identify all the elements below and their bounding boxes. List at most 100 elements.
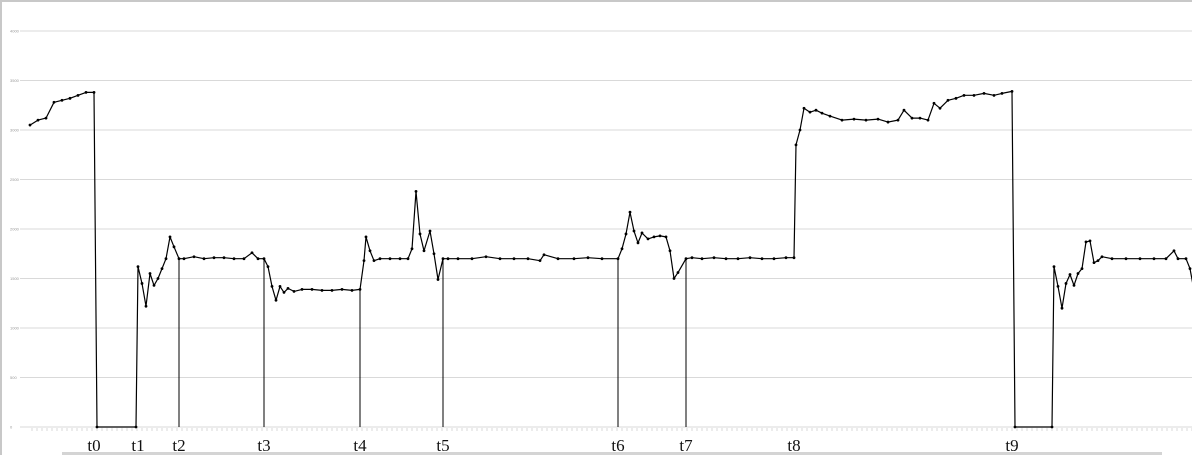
data-point bbox=[628, 210, 632, 214]
data-point bbox=[926, 118, 930, 122]
data-point bbox=[358, 287, 362, 291]
data-point bbox=[992, 93, 996, 97]
y-tick-label: 0 bbox=[10, 425, 13, 430]
data-point bbox=[814, 108, 818, 112]
marker-label-t8: t8 bbox=[787, 436, 800, 455]
data-point bbox=[172, 245, 176, 249]
series-line bbox=[29, 90, 1192, 428]
data-point bbox=[918, 116, 922, 120]
data-point bbox=[156, 277, 160, 280]
data-point bbox=[140, 282, 144, 285]
data-point bbox=[616, 257, 620, 261]
data-point bbox=[1172, 249, 1176, 253]
scrollbar-track[interactable] bbox=[62, 452, 1162, 455]
data-point bbox=[202, 257, 206, 261]
data-point bbox=[362, 259, 366, 263]
data-point bbox=[300, 287, 304, 291]
data-point bbox=[1000, 91, 1004, 95]
data-point bbox=[406, 257, 410, 261]
marker-label-t1: t1 bbox=[131, 436, 144, 455]
data-point bbox=[1052, 265, 1056, 269]
data-point bbox=[676, 271, 680, 274]
data-point bbox=[646, 237, 650, 241]
data-point bbox=[222, 256, 226, 260]
data-point bbox=[1068, 273, 1072, 276]
y-tick-label: 2000 bbox=[10, 227, 20, 232]
y-tick-label: 3500 bbox=[10, 78, 20, 83]
data-point bbox=[414, 189, 418, 193]
data-point bbox=[286, 287, 290, 290]
y-tick-label: 500 bbox=[10, 375, 17, 380]
data-point bbox=[446, 257, 450, 261]
data-point bbox=[652, 235, 656, 239]
marker-labels: t0 t1 t2 t3 t4 t5 t6 t7 t8 t9 bbox=[87, 436, 1018, 455]
data-point bbox=[852, 117, 856, 121]
data-point bbox=[92, 90, 96, 94]
data-point bbox=[95, 425, 99, 429]
data-point bbox=[538, 259, 542, 263]
data-point bbox=[1076, 272, 1080, 275]
data-point bbox=[600, 257, 604, 261]
marker-label-t5: t5 bbox=[436, 436, 449, 455]
data-point bbox=[262, 257, 266, 261]
marker-label-t6: t6 bbox=[611, 436, 624, 455]
data-point bbox=[278, 285, 282, 288]
data-point bbox=[330, 288, 334, 292]
data-point bbox=[310, 287, 314, 291]
data-point bbox=[886, 120, 890, 124]
data-point bbox=[372, 259, 376, 263]
data-point bbox=[828, 114, 832, 118]
data-point bbox=[350, 288, 354, 292]
data-point bbox=[410, 247, 414, 251]
data-point bbox=[136, 265, 140, 269]
data-point bbox=[820, 111, 824, 115]
data-point bbox=[690, 256, 694, 260]
data-point bbox=[624, 232, 628, 236]
data-point bbox=[432, 252, 436, 256]
data-point bbox=[192, 255, 196, 259]
data-point bbox=[1184, 257, 1188, 261]
data-point bbox=[498, 257, 502, 261]
data-point bbox=[212, 256, 216, 260]
data-point bbox=[792, 256, 796, 260]
data-point bbox=[1188, 267, 1192, 270]
data-point bbox=[772, 257, 776, 261]
data-point bbox=[658, 234, 662, 238]
data-point bbox=[1010, 89, 1014, 93]
data-point bbox=[232, 257, 236, 261]
data-point bbox=[60, 98, 64, 102]
marker-label-t3: t3 bbox=[257, 436, 270, 455]
data-point bbox=[1064, 282, 1068, 285]
data-point bbox=[436, 278, 440, 281]
data-point bbox=[794, 143, 798, 147]
data-point bbox=[398, 257, 402, 261]
data-point bbox=[44, 116, 48, 120]
y-tick-label: 3000 bbox=[10, 128, 20, 133]
data-point bbox=[572, 257, 576, 261]
data-point bbox=[422, 249, 426, 253]
data-point bbox=[640, 231, 644, 235]
series-points bbox=[28, 89, 1192, 429]
data-point bbox=[1050, 425, 1054, 429]
marker-label-t4: t4 bbox=[353, 436, 367, 455]
data-point bbox=[134, 425, 138, 429]
data-point bbox=[668, 249, 672, 253]
data-point bbox=[910, 116, 914, 120]
data-point bbox=[378, 257, 382, 261]
marker-lines bbox=[178, 258, 687, 427]
data-point bbox=[938, 106, 942, 110]
data-point bbox=[292, 289, 296, 293]
data-point bbox=[972, 93, 976, 97]
data-point bbox=[182, 257, 186, 261]
data-point bbox=[512, 257, 516, 261]
data-point bbox=[388, 257, 392, 261]
data-point bbox=[428, 229, 432, 233]
marker-label-t0: t0 bbox=[87, 436, 100, 455]
y-tick-label: 1500 bbox=[10, 276, 20, 281]
data-point bbox=[632, 229, 636, 233]
data-point bbox=[242, 257, 246, 261]
data-point bbox=[1138, 257, 1142, 261]
data-point bbox=[250, 251, 254, 255]
data-point bbox=[636, 241, 640, 245]
